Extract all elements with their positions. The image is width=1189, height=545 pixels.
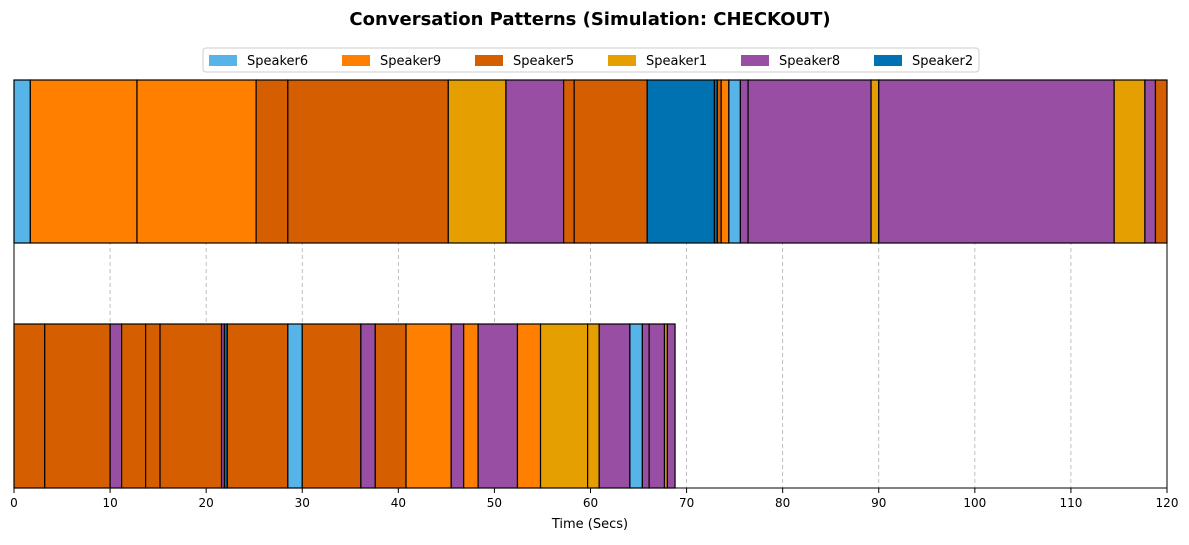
x-tick-label: 20 — [199, 496, 214, 510]
segment-speaker8 — [477, 323, 519, 489]
x-tick-label: 80 — [775, 496, 790, 510]
segment-speaker5 — [1154, 79, 1168, 244]
segment-speaker2 — [646, 79, 716, 244]
legend-label: Speaker5 — [513, 54, 574, 69]
segment-speaker1 — [870, 79, 880, 244]
segment-speaker8 — [598, 323, 631, 489]
x-tick-label: 90 — [871, 496, 886, 510]
segment-speaker1 — [539, 323, 589, 489]
segment-speaker5 — [145, 323, 161, 489]
segment-speaker6 — [629, 323, 643, 489]
segment-speaker8 — [666, 323, 676, 489]
x-tick-label: 100 — [963, 496, 986, 510]
segment-speaker6 — [13, 79, 31, 244]
segment-speaker5 — [121, 323, 147, 489]
segment-speaker8 — [878, 79, 1115, 244]
timeline-row-1 — [13, 79, 1168, 244]
legend-swatch — [475, 55, 503, 66]
segment-speaker5 — [374, 323, 407, 489]
segment-speaker5 — [287, 79, 449, 244]
segment-speaker8 — [450, 323, 465, 489]
segment-speaker9 — [405, 323, 452, 489]
segment-speaker9 — [29, 79, 138, 244]
segment-speaker5 — [562, 79, 575, 244]
segment-speaker9 — [516, 323, 542, 489]
x-tick-label: 50 — [487, 496, 502, 510]
segment-speaker8 — [739, 79, 749, 244]
segment-speaker9 — [720, 79, 730, 244]
segment-speaker8 — [641, 323, 650, 489]
segment-speaker5 — [226, 323, 289, 489]
x-tick-label: 70 — [679, 496, 694, 510]
legend-label: Speaker8 — [779, 54, 840, 69]
segment-speaker9 — [136, 79, 257, 244]
legend-swatch — [741, 55, 769, 66]
segment-speaker5 — [159, 323, 223, 489]
segment-speaker8 — [360, 323, 376, 489]
legend-label: Speaker2 — [912, 54, 973, 69]
legend-label: Speaker6 — [247, 54, 308, 69]
bar-segments — [13, 79, 1168, 489]
x-tick-label: 0 — [10, 496, 18, 510]
segment-speaker1 — [1113, 79, 1146, 244]
legend-swatch — [874, 55, 902, 66]
segment-speaker1 — [587, 323, 600, 489]
segment-speaker1 — [447, 79, 507, 244]
x-tick-label: 110 — [1059, 496, 1082, 510]
legend-box — [202, 47, 980, 73]
legend-swatch — [209, 55, 237, 66]
segment-speaker5 — [44, 323, 111, 489]
segment-speaker6 — [287, 323, 303, 489]
legend-swatch — [342, 55, 370, 66]
x-axis: 0 10 20 30 40 50 60 70 80 90 100 110 120 — [10, 488, 1178, 510]
segment-speaker8 — [648, 323, 666, 489]
x-tick-label: 120 — [1156, 496, 1179, 510]
segment-speaker5 — [573, 79, 648, 244]
segment-speaker6 — [728, 79, 741, 244]
timeline-row-2 — [13, 323, 676, 489]
segment-speaker8 — [109, 323, 123, 489]
x-axis-label: Time (Secs) — [551, 517, 628, 532]
x-tick-label: 10 — [102, 496, 117, 510]
segment-speaker8 — [505, 79, 565, 244]
segment-speaker5 — [13, 323, 46, 489]
chart-title: Conversation Patterns (Simulation: CHECK… — [349, 9, 830, 30]
segment-speaker5 — [255, 79, 289, 244]
x-tick-label: 30 — [295, 496, 310, 510]
segment-speaker8 — [747, 79, 872, 244]
legend-swatch — [608, 55, 636, 66]
x-tick-label: 40 — [391, 496, 406, 510]
x-tick-label: 60 — [583, 496, 598, 510]
segment-speaker5 — [301, 323, 362, 489]
legend: Speaker6 Speaker9 Speaker5 Speaker1 Speaker8… — [202, 47, 980, 73]
legend-label: Speaker9 — [380, 54, 441, 69]
segment-speaker9 — [463, 323, 479, 489]
legend-label: Speaker1 — [646, 54, 707, 69]
segment-speaker8 — [1144, 79, 1157, 244]
